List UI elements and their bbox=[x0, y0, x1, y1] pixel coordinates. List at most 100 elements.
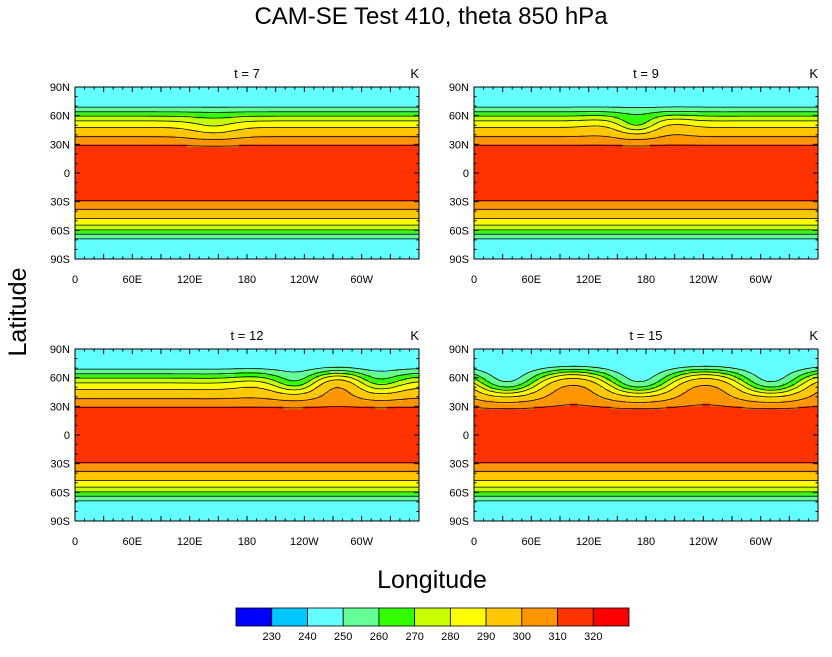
chart-title: CAM-SE Test 410, theta 850 hPa bbox=[254, 3, 608, 30]
panel-title: t = 15 bbox=[630, 328, 663, 343]
x-tick-label: 120W bbox=[290, 536, 319, 548]
y-tick-label: 30S bbox=[449, 197, 469, 209]
panel-title: t = 9 bbox=[633, 66, 659, 81]
contour-lines bbox=[474, 106, 818, 240]
y-tick-label: 60N bbox=[449, 111, 469, 123]
colorbar: 230 240 250 260 270 280 290 300 310 320 bbox=[235, 607, 630, 643]
colorbar-label: 280 bbox=[441, 631, 459, 643]
colorbar-swatch bbox=[235, 607, 273, 627]
x-tick-label: 60W bbox=[749, 536, 772, 548]
y-tick-label: 30N bbox=[449, 401, 469, 413]
colorbar-label: 310 bbox=[548, 631, 566, 643]
colorbar-swatch bbox=[592, 607, 630, 627]
y-tick-label: 90N bbox=[50, 344, 70, 356]
panel-3: 0 60E 120E 180 120W 60W 90N 60N 30N 0 30S 60S 90S t =… bbox=[50, 328, 420, 548]
panels: 0 60E 120E 180 120W 60W 90N 60N 30N 0 30S 60S 90S t =… bbox=[50, 66, 819, 548]
x-tick-label: 180 bbox=[637, 536, 655, 548]
panel-units: K bbox=[809, 66, 818, 81]
y-tick-label: 60N bbox=[50, 111, 70, 123]
x-tick-label: 60W bbox=[350, 274, 373, 286]
colorbar-label: 240 bbox=[298, 631, 316, 643]
y-tick-label: 0 bbox=[463, 430, 469, 442]
y-tick-label: 60N bbox=[50, 373, 70, 385]
colorbar-swatch bbox=[342, 607, 380, 627]
contour-lines bbox=[75, 106, 419, 240]
y-tick-label: 90N bbox=[449, 344, 469, 356]
x-tick-label: 120W bbox=[689, 274, 718, 286]
panel-units: K bbox=[809, 328, 818, 343]
x-tick-label: 60W bbox=[749, 274, 772, 286]
colorbar-label: 320 bbox=[584, 631, 602, 643]
y-tick-label: 30S bbox=[50, 459, 70, 471]
y-tick-label: 30N bbox=[50, 139, 70, 151]
x-tick-label: 120E bbox=[177, 536, 203, 548]
y-tick-label: 60S bbox=[449, 487, 469, 499]
panel-title: t = 7 bbox=[234, 66, 260, 81]
panel-title: t = 12 bbox=[231, 328, 264, 343]
y-tick-label: 90N bbox=[50, 82, 70, 94]
panel-units: K bbox=[410, 328, 419, 343]
colorbar-swatch bbox=[271, 607, 308, 627]
x-tick-label: 120E bbox=[177, 274, 203, 286]
y-tick-label: 30N bbox=[449, 139, 469, 151]
colorbar-label: 270 bbox=[405, 631, 423, 643]
y-tick-label: 30S bbox=[50, 197, 70, 209]
y-tick-label: 60N bbox=[449, 373, 469, 385]
colorbar-swatch bbox=[378, 607, 416, 627]
panel-2: 0 60E 120E 180 120W 60W 90N 60N 30N 0 30S 60S 90S t =… bbox=[449, 66, 819, 286]
y-tick-label: 90S bbox=[50, 516, 70, 528]
y-axis-label: Latitude bbox=[4, 268, 32, 357]
contour-field bbox=[474, 349, 818, 521]
x-tick-label: 120E bbox=[576, 274, 602, 286]
contour-lines bbox=[474, 365, 818, 502]
colorbar-swatch bbox=[307, 607, 344, 627]
colorbar-label: 250 bbox=[334, 631, 352, 643]
panel-units: K bbox=[410, 66, 419, 81]
x-tick-label: 60E bbox=[123, 536, 143, 548]
y-tick-label: 0 bbox=[64, 430, 70, 442]
x-tick-label: 120W bbox=[689, 536, 718, 548]
x-tick-label: 60E bbox=[522, 536, 542, 548]
x-tick-label: 60E bbox=[123, 274, 143, 286]
colorbar-label: 300 bbox=[513, 631, 531, 643]
colorbar-swatch bbox=[557, 607, 594, 627]
ticks bbox=[473, 86, 819, 260]
y-tick-label: 90S bbox=[449, 516, 469, 528]
y-tick-label: 90S bbox=[50, 254, 70, 266]
colorbar-swatch bbox=[521, 607, 558, 627]
colorbar-swatch bbox=[414, 607, 451, 627]
ticks bbox=[74, 86, 420, 260]
x-tick-label: 180 bbox=[637, 274, 655, 286]
colorbar-label: 290 bbox=[477, 631, 495, 643]
colorbar-label: 230 bbox=[263, 631, 281, 643]
y-tick-label: 90N bbox=[449, 82, 469, 94]
panel-1: 0 60E 120E 180 120W 60W 90N 60N 30N 0 30S 60S 90S t =… bbox=[50, 66, 420, 286]
contour-field bbox=[474, 87, 818, 259]
x-tick-label: 0 bbox=[72, 274, 78, 286]
ticks bbox=[74, 348, 420, 522]
y-tick-label: 0 bbox=[463, 168, 469, 180]
x-tick-label: 60W bbox=[350, 536, 373, 548]
x-axis-label: Longitude bbox=[377, 566, 487, 594]
ticks bbox=[473, 348, 819, 522]
x-tick-label: 120E bbox=[576, 536, 602, 548]
y-tick-label: 60S bbox=[50, 487, 70, 499]
x-tick-label: 0 bbox=[471, 536, 477, 548]
y-tick-label: 60S bbox=[50, 225, 70, 237]
y-tick-label: 30N bbox=[50, 401, 70, 413]
x-tick-label: 60E bbox=[522, 274, 542, 286]
x-tick-label: 0 bbox=[72, 536, 78, 548]
contour-lines bbox=[75, 366, 419, 502]
y-tick-label: 60S bbox=[449, 225, 469, 237]
x-tick-label: 180 bbox=[238, 274, 256, 286]
contour-field bbox=[75, 349, 419, 521]
x-tick-label: 120W bbox=[290, 274, 319, 286]
x-tick-label: 180 bbox=[238, 536, 256, 548]
y-tick-label: 90S bbox=[449, 254, 469, 266]
x-tick-label: 0 bbox=[471, 274, 477, 286]
colorbar-swatch bbox=[485, 607, 523, 627]
contour-field bbox=[75, 87, 419, 259]
y-tick-label: 0 bbox=[64, 168, 70, 180]
panel-4: 0 60E 120E 180 120W 60W 90N 60N 30N 0 30S 60S 90S t =… bbox=[449, 328, 819, 548]
